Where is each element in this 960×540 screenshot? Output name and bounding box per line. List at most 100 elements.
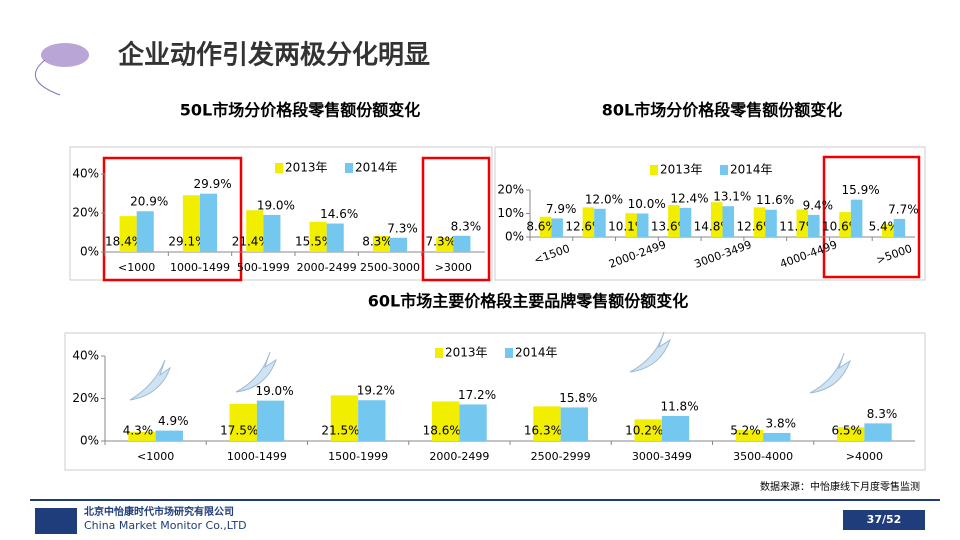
data-label: 20.9% <box>130 195 168 209</box>
data-label: 12.6% <box>565 220 603 234</box>
bar <box>372 235 390 252</box>
x-tick-label: 1000-1499 <box>227 450 287 463</box>
bar <box>710 202 723 237</box>
data-label: 13.6% <box>651 220 689 234</box>
x-tick-label: >3000 <box>435 261 472 274</box>
bar <box>636 213 649 237</box>
bar <box>436 237 454 252</box>
data-label: 7.9% <box>546 202 577 216</box>
bar <box>263 214 281 252</box>
data-label: 7.3% <box>387 221 418 235</box>
legend-label: 2014年 <box>355 161 398 175</box>
page-number: 37/52 <box>867 513 902 526</box>
data-label: 15.8% <box>559 391 597 405</box>
data-label: 15.5% <box>295 235 333 249</box>
bar <box>229 403 257 441</box>
bar <box>722 206 735 237</box>
bar <box>582 207 595 237</box>
mouse-cord <box>34 59 61 96</box>
data-label: 19.0% <box>255 384 293 398</box>
bar <box>661 415 690 441</box>
company-cn: 北京中怡康时代市场研究有限公司 <box>84 505 234 518</box>
bar <box>625 213 637 237</box>
x-tick-label: 1000-1499 <box>170 261 230 274</box>
bar <box>634 419 662 441</box>
bar <box>459 404 487 441</box>
bar <box>432 401 460 441</box>
x-tick-label: >5000 <box>874 242 913 267</box>
bar <box>330 395 359 441</box>
y-tick-label: 40% <box>72 349 99 363</box>
bar <box>309 221 327 252</box>
legend-label: 2014年 <box>730 163 773 177</box>
y-tick-label: 20% <box>72 206 99 220</box>
bar <box>200 193 218 252</box>
bar <box>155 430 183 441</box>
bar <box>533 406 561 441</box>
data-label: 7.7% <box>888 202 919 216</box>
bar <box>765 209 777 237</box>
data-label: 17.5% <box>220 424 258 438</box>
legend-label: 2013年 <box>285 161 328 175</box>
data-label: 16.3% <box>524 424 562 438</box>
bar <box>763 432 791 441</box>
legend-label: 2013年 <box>445 346 488 360</box>
data-label: 6.5% <box>831 424 862 438</box>
x-tick-label: 1500-1999 <box>328 450 388 463</box>
bar <box>256 400 285 441</box>
trend-arrows <box>129 331 851 401</box>
bar <box>560 407 588 441</box>
bar <box>837 427 865 441</box>
x-tick-label: 3000-3499 <box>693 238 754 271</box>
x-tick-label: <1000 <box>118 261 155 274</box>
data-label: 12.4% <box>670 191 708 205</box>
data-label: 10.6% <box>822 220 860 234</box>
legend-swatch <box>505 348 513 358</box>
legend-label: 2013年 <box>660 163 703 177</box>
bar <box>453 235 471 252</box>
highlight-box <box>102 156 243 282</box>
chart-frame <box>64 332 926 471</box>
data-label: 19.2% <box>357 384 395 398</box>
bar <box>136 211 154 252</box>
data-label: 4.3% <box>123 424 154 438</box>
slide-title: 企业动作引发两极分化明显 <box>118 40 430 71</box>
bar <box>551 218 563 237</box>
logo <box>35 508 77 534</box>
bar <box>893 218 906 237</box>
x-tick-label: 2500-2999 <box>531 450 591 463</box>
data-label: 8.3% <box>867 407 898 421</box>
legend-swatch <box>435 348 443 358</box>
data-label: 14.6% <box>320 207 358 221</box>
highlight-box <box>822 155 921 279</box>
data-label: 5.4% <box>869 220 900 234</box>
x-tick-label: 500-1999 <box>237 261 290 274</box>
data-label: 17.2% <box>458 388 496 402</box>
data-label: 7.3% <box>426 235 457 249</box>
data-label: 29.1% <box>168 235 206 249</box>
bar <box>326 223 344 252</box>
data-label: 18.4% <box>105 235 143 249</box>
data-label: 21.4% <box>232 235 270 249</box>
data-label: 5.2% <box>730 424 761 438</box>
bar <box>390 237 408 252</box>
data-label: 15.9% <box>842 183 880 197</box>
y-tick-label: 0% <box>80 245 99 259</box>
x-tick-label: 3500-4000 <box>733 450 793 463</box>
x-tick-label: <1000 <box>137 450 174 463</box>
company-en: China Market Monitor Co.,LTD <box>84 519 247 532</box>
bar <box>796 209 809 237</box>
data-label: 13.1% <box>713 190 751 204</box>
bar <box>128 431 156 441</box>
data-label: 4.9% <box>158 414 189 428</box>
legend-swatch <box>275 163 283 173</box>
data-label: 9.4% <box>803 198 834 212</box>
legend-swatch <box>345 163 353 173</box>
mouse-icon <box>41 43 89 67</box>
data-label: 14.8% <box>694 220 732 234</box>
highlight-box <box>421 156 491 282</box>
y-tick-label: 0% <box>505 230 524 244</box>
data-label: 19.0% <box>257 198 295 212</box>
bar <box>839 212 851 237</box>
